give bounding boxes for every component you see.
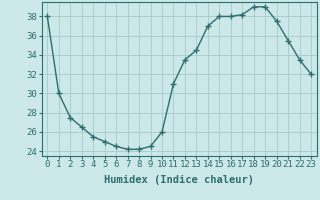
- X-axis label: Humidex (Indice chaleur): Humidex (Indice chaleur): [104, 175, 254, 185]
